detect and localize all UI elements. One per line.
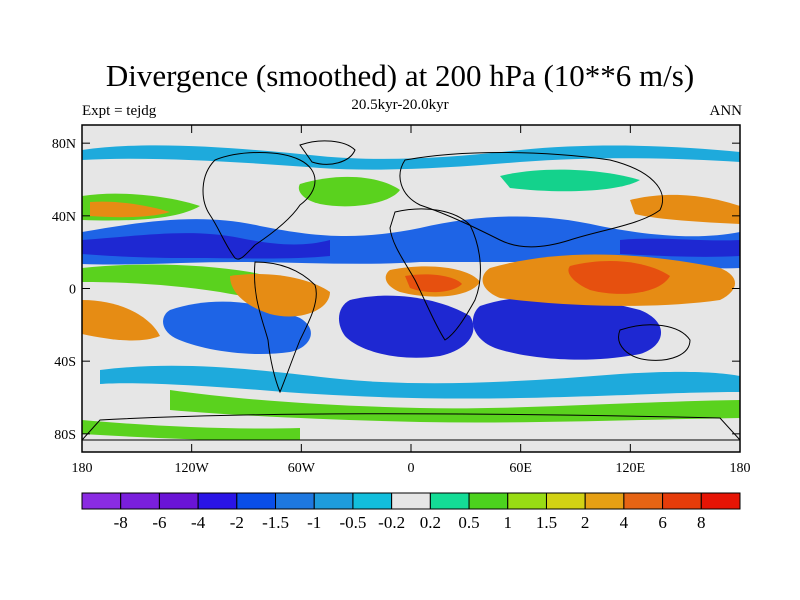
colorbar-swatch <box>507 492 547 510</box>
coastlines <box>82 140 740 441</box>
west-pacific-strong-convergence <box>620 238 740 257</box>
lon-tick-label: 180 <box>72 461 93 476</box>
lat-tick-label: 80S <box>54 428 76 443</box>
north-pacific-strong-divergence <box>90 201 170 218</box>
antarctic-divergence <box>82 420 300 441</box>
colorbar-label: -6 <box>152 513 166 532</box>
lat-tick-label: 40N <box>52 210 76 225</box>
southeast-pacific-divergence <box>82 300 160 341</box>
colorbar-label: -8 <box>114 513 128 532</box>
colorbar-label: 6 <box>658 513 667 532</box>
lon-tick-label: 60W <box>288 461 316 476</box>
australia-outline <box>618 324 691 361</box>
eurasia-outline <box>399 152 663 248</box>
colorbar-label: 4 <box>620 513 629 532</box>
colorbar-swatch <box>429 492 470 510</box>
maritime-continent-strong-divergence <box>568 261 670 294</box>
colorbar-swatch <box>197 492 238 510</box>
colorbar-swatch <box>158 492 199 510</box>
chart-subtitle: 20.5kyr-20.0kyr <box>351 97 449 113</box>
north-america-outline <box>202 152 316 260</box>
colorbar-swatch <box>275 492 315 510</box>
north-atlantic-divergence <box>298 176 400 207</box>
colorbar-label: -1 <box>307 513 321 532</box>
experiment-label: Expt = tejdg <box>82 103 157 119</box>
colorbar-swatch <box>700 492 741 510</box>
colorbar-swatch <box>584 492 625 510</box>
colorbar-label: -2 <box>230 513 244 532</box>
colorbar-swatch <box>313 492 354 510</box>
northwest-pacific-divergence <box>630 194 740 224</box>
colorbar-swatch <box>236 492 277 510</box>
colorbar-label: 1.5 <box>536 513 557 532</box>
colorbar-swatch <box>662 492 702 510</box>
lon-tick-label: 0 <box>408 461 415 476</box>
south-atlantic-convergence <box>338 295 474 358</box>
colorbar-swatch <box>352 492 393 510</box>
colorbar-label: -0.5 <box>339 513 366 532</box>
colorbar-label: 0.5 <box>458 513 479 532</box>
colorbar-label: 1 <box>504 513 513 532</box>
colorbar-label: 2 <box>581 513 590 532</box>
colorbar-label: -0.2 <box>378 513 405 532</box>
colorbar-swatch <box>623 492 664 510</box>
north-pacific-strong-convergence <box>82 233 330 259</box>
eurasia-weak-divergence <box>500 169 640 192</box>
colorbar-label: -4 <box>191 513 206 532</box>
lat-tick-label: 80N <box>52 137 76 152</box>
greenland-outline <box>299 140 356 165</box>
chart-title: Divergence (smoothed) at 200 hPa (10**6 … <box>105 58 695 93</box>
indian-ocean-convergence <box>472 296 662 360</box>
africa-outline <box>389 208 481 341</box>
season-label: ANN <box>709 103 743 119</box>
lon-tick-label: 120W <box>175 461 210 476</box>
colorbar-swatch <box>391 492 431 510</box>
arctic-weak-convergence <box>82 145 740 170</box>
southern-weak-convergence <box>100 365 740 399</box>
lon-tick-label: 60E <box>509 461 532 476</box>
colorbar: -8 -6 -4 -2 -1.5 -1 -0.5 -0.2 0.2 0.5 1 1.5 2 4 6 8 <box>81 492 741 532</box>
lat-tick-label: 0 <box>69 283 76 298</box>
colorbar-label: -1.5 <box>262 513 289 532</box>
divergence-field <box>82 125 740 452</box>
lon-tick-label: 120E <box>616 461 646 476</box>
colorbar-swatch <box>468 492 509 510</box>
colorbar-swatch <box>120 492 160 510</box>
colorbar-label: 0.2 <box>420 513 441 532</box>
longitude-axis: 180 120W 60W 0 60E 120E 180 <box>72 125 751 476</box>
lon-tick-label: 180 <box>730 461 751 476</box>
antarctica-outline <box>82 413 740 441</box>
colorbar-label: 8 <box>697 513 706 532</box>
colorbar-swatch <box>545 492 586 510</box>
latitude-axis: 80N 40N 0 40S 80S <box>52 137 740 443</box>
lat-tick-label: 40S <box>54 355 76 370</box>
colorbar-swatch <box>81 492 122 510</box>
south-america-outline <box>253 261 317 394</box>
